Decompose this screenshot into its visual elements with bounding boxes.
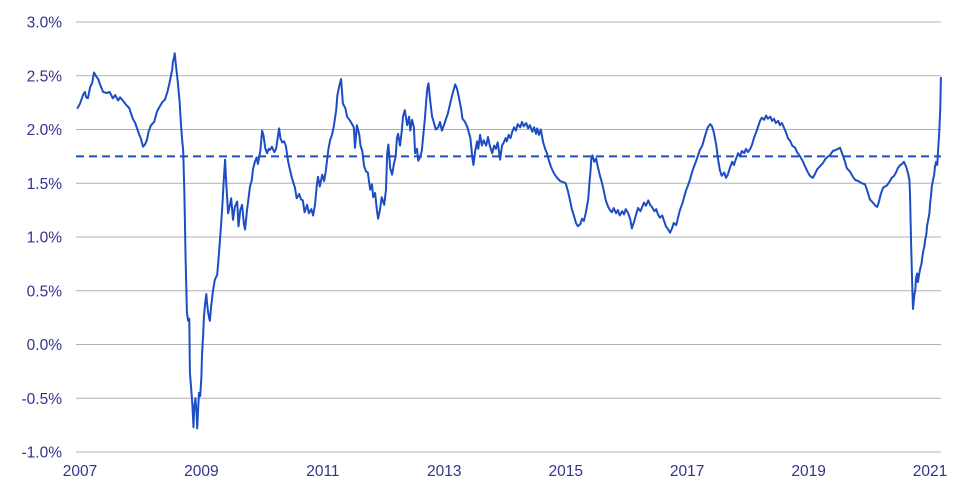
y-tick-label: 3.0% xyxy=(27,15,63,32)
y-tick-label: 0.0% xyxy=(27,337,63,354)
y-tick-label: 1.5% xyxy=(27,176,63,193)
x-tick-label: 2017 xyxy=(670,463,704,480)
x-tick-label: 2007 xyxy=(63,463,97,480)
y-tick-label: 2.0% xyxy=(27,122,63,139)
y-tick-label: 1.0% xyxy=(27,230,63,247)
x-tick-label: 2011 xyxy=(306,463,339,480)
x-tick-label: 2015 xyxy=(548,463,582,480)
data-series-line xyxy=(76,52,942,430)
x-axis-labels: 2007 2009 2011 2013 2015 2017 2019 2021 xyxy=(63,463,947,480)
x-tick-label: 2019 xyxy=(791,463,825,480)
gridlines xyxy=(76,21,941,453)
y-tick-label: 2.5% xyxy=(27,68,63,85)
x-tick-label: 2021 xyxy=(913,463,947,480)
x-tick-label: 2013 xyxy=(427,463,461,480)
x-tick-label: 2009 xyxy=(184,463,218,480)
y-tick-label: -1.0% xyxy=(22,445,63,462)
y-tick-label: 0.5% xyxy=(27,283,63,300)
y-tick-label: -0.5% xyxy=(22,391,63,408)
y-axis-labels: 3.0% 2.5% 2.0% 1.5% 1.0% 0.5% 0.0% -0.5% -1.0% xyxy=(22,15,63,462)
